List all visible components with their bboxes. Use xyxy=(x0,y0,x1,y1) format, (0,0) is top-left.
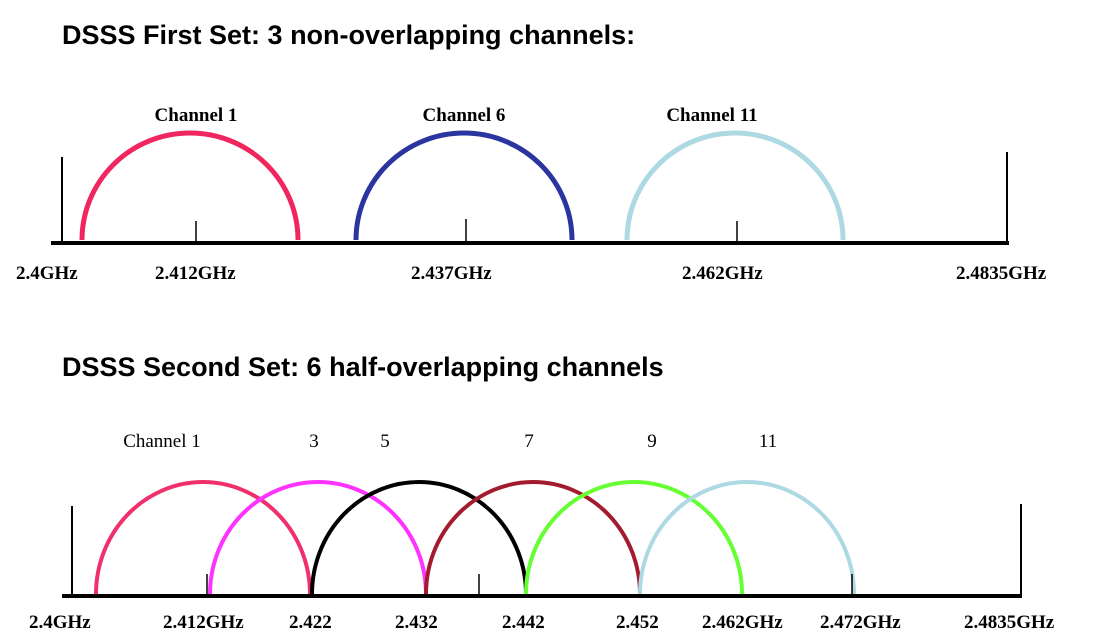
set2-channel-arc xyxy=(638,480,856,595)
set2-channel-arc xyxy=(94,480,312,595)
set2-title: DSSS Second Set: 6 half-overlapping chan… xyxy=(62,352,664,382)
set2-channel-label: 9 xyxy=(647,431,657,452)
set1-panel: DSSS First Set: 3 non-overlapping channe… xyxy=(16,20,1047,284)
set2-frequency-label: 2.4GHz xyxy=(29,612,91,633)
set1-channel-arc xyxy=(79,130,301,241)
set2-frequency-label: 2.442 xyxy=(502,612,545,633)
set1-channel-label: Channel 1 xyxy=(155,105,238,126)
set2-frequency-label: 2.422 xyxy=(289,612,332,633)
set2-frequency-label: 2.472GHz xyxy=(820,612,901,633)
set2-frequency-label: 2.462GHz xyxy=(702,612,783,633)
set2-frequency-label: 2.432 xyxy=(395,612,438,633)
set2-channel-arc xyxy=(524,480,744,595)
set2-panel: DSSS Second Set: 6 half-overlapping chan… xyxy=(29,352,1055,633)
set1-frequency-label: 2.412GHz xyxy=(155,263,236,284)
set2-frequency-label: 2.412GHz xyxy=(163,612,244,633)
set2-channel-label: 7 xyxy=(524,431,534,452)
set2-channel-label: 11 xyxy=(759,431,777,452)
set2-channel-label: 3 xyxy=(309,431,319,452)
set1-channel-arc xyxy=(624,130,846,241)
set1-channel-arc xyxy=(353,130,575,241)
set2-frequency-label: 2.452 xyxy=(616,612,659,633)
set1-title: DSSS First Set: 3 non-overlapping channe… xyxy=(62,20,635,50)
set1-frequency-label: 2.4835GHz xyxy=(956,263,1047,284)
set2-channel-arc xyxy=(310,480,528,595)
set2-channel-arc xyxy=(208,480,428,595)
set1-frequency-label: 2.462GHz xyxy=(682,263,763,284)
set1-frequency-label: 2.437GHz xyxy=(411,263,492,284)
set2-frequency-label: 2.4835GHz xyxy=(964,612,1055,633)
set2-channel-label: 5 xyxy=(380,431,390,452)
set1-channel-label: Channel 11 xyxy=(666,105,757,126)
set2-channel-label: Channel 1 xyxy=(123,431,201,452)
set1-frequency-label: 2.4GHz xyxy=(16,263,78,284)
set1-channel-label: Channel 6 xyxy=(423,105,506,126)
set2-channel-arc xyxy=(424,480,642,595)
